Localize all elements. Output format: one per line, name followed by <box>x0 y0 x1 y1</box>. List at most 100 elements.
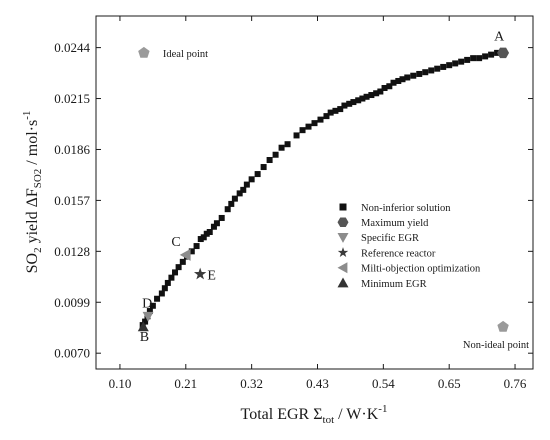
non-inferior-solution-point <box>284 141 291 148</box>
non-inferior-solution-point <box>476 55 483 62</box>
non-inferior-solution-point <box>410 72 417 79</box>
non-inferior-solution-point <box>218 214 225 221</box>
point-label-d: D <box>142 297 152 312</box>
x-tick-label: 0.21 <box>174 376 197 391</box>
non-inferior-solution-point <box>146 308 153 315</box>
non-inferior-solution-point <box>188 248 195 255</box>
specific-egr-point <box>142 311 154 322</box>
non-inferior-solution-point <box>254 171 261 178</box>
non-inferior-solution-point <box>272 151 279 158</box>
non-inferior-solution-point <box>266 157 273 164</box>
x-tick-label: 0.76 <box>504 376 527 391</box>
non-inferior-solution-point <box>243 181 250 188</box>
ideal-point-marker <box>138 46 150 58</box>
non-inferior-solution-point <box>149 302 156 309</box>
y-tick-label: 0.0186 <box>54 142 90 157</box>
x-tick-label: 0.65 <box>438 376 461 391</box>
non-inferior-solution-point <box>350 99 357 106</box>
non-inferior-solution-point <box>381 85 388 92</box>
non-inferior-solution-point <box>452 60 459 67</box>
legend-marker-minimum-egr <box>337 277 349 288</box>
non-inferior-solution-point <box>179 258 186 265</box>
x-tick-label: 0.54 <box>372 376 395 391</box>
non-inferior-solution-point <box>390 79 397 86</box>
non-inferior-solution-point <box>404 74 411 81</box>
legend-label-reference-reactor: Reference reactor <box>361 248 436 259</box>
y-axis-title: SO2 yield ΔFSO2 / mol·s-1 <box>21 111 44 274</box>
non-inferior-solution-point <box>337 106 344 113</box>
legend-marker-specific-egr <box>337 233 349 243</box>
legend-label-minimum-egr: Minimum EGR <box>361 279 427 290</box>
milti-objection-optimization-point <box>179 248 191 261</box>
non-inferior-solution-point <box>142 318 149 325</box>
non-inferior-solution-point <box>482 53 489 60</box>
point-label-b: B <box>140 330 149 345</box>
legend-label-specific-egr: Specific EGR <box>361 233 419 244</box>
annotations: Ideal point Non-ideal point A C E D B <box>138 30 529 351</box>
maximum-yield-point <box>497 47 510 59</box>
non-inferior-solution-point <box>327 109 334 116</box>
legend-marker-reference-reactor <box>337 247 349 258</box>
x-tick-label: 0.10 <box>109 376 132 391</box>
non-inferior-solution-point <box>428 67 435 74</box>
x-tick-label: 0.43 <box>306 376 329 391</box>
point-label-c: C <box>171 235 180 250</box>
legend-marker-milti-objection-optimization <box>337 262 348 274</box>
non-inferior-solution-point <box>440 63 447 70</box>
non-inferior-solution-point <box>236 190 243 197</box>
non-inferior-solution-point <box>240 186 247 193</box>
non-inferior-solution-point <box>206 229 213 236</box>
non-inferior-solution-point <box>368 92 375 99</box>
non-inferior-solution-point <box>164 279 171 286</box>
non-inferior-solution-point <box>346 100 353 107</box>
non-inferior-solution-point <box>434 65 441 72</box>
legend-label-maximum-yield: Maximum yield <box>361 218 429 229</box>
non-inferior-solution-point <box>172 269 179 276</box>
y-tick-label: 0.0099 <box>54 295 90 310</box>
legend-marker-maximum-yield <box>337 217 349 227</box>
non-inferior-solution-point <box>200 234 207 241</box>
non-inferior-solution-point <box>332 107 339 114</box>
y-tick-label: 0.0215 <box>54 91 90 106</box>
non-inferior-solution-point <box>323 113 330 120</box>
legend: Non-inferior solution Maximum yield Specif… <box>337 203 481 290</box>
non-inferior-solution-point <box>224 206 231 213</box>
non-inferior-solution-point <box>373 90 380 97</box>
non-inferior-solution-point <box>305 123 312 130</box>
non-ideal-point-marker <box>497 320 509 332</box>
ideal-point-label: Ideal point <box>163 49 208 60</box>
minimum-egr-point <box>137 321 149 332</box>
non-ideal-point-label: Non-ideal point <box>463 340 529 351</box>
non-inferior-solution-point <box>161 285 168 292</box>
non-inferior-solution-point <box>299 127 306 134</box>
non-inferior-solution-point <box>341 102 348 109</box>
y-tick-label: 0.0157 <box>54 193 90 208</box>
non-inferior-solution-point <box>168 274 175 281</box>
non-inferior-solution-point <box>228 200 235 207</box>
reference-reactor-point <box>193 267 207 280</box>
x-axis-title: Total EGR Σtot / W·K-1 <box>241 403 388 426</box>
non-inferior-solution-point <box>355 97 362 104</box>
non-inferior-solution-point <box>416 70 423 77</box>
non-inferior-solution-point <box>154 295 161 302</box>
non-inferior-solution-point <box>464 56 471 63</box>
non-inferior-solution-point <box>359 95 366 102</box>
non-inferior-solution-point <box>458 58 465 65</box>
y-tick-label: 0.0070 <box>54 346 90 361</box>
non-inferior-solution-point <box>317 116 324 123</box>
non-inferior-solution-point <box>210 223 217 230</box>
non-inferior-solution-point <box>446 62 453 69</box>
data-marks <box>137 47 510 332</box>
x-tick-label: 0.32 <box>240 376 263 391</box>
non-inferior-solution-point <box>260 164 267 171</box>
non-inferior-solution-point <box>311 120 318 127</box>
non-inferior-solution-point <box>231 195 238 202</box>
non-inferior-solution-point <box>175 264 182 271</box>
non-inferior-solution-point <box>363 93 370 100</box>
non-inferior-solution-point <box>293 132 300 139</box>
non-inferior-solution-point <box>395 77 402 84</box>
non-inferior-solution-point <box>278 144 285 151</box>
legend-marker-non-inferior-solution <box>339 203 347 211</box>
non-inferior-solution-point <box>248 176 255 183</box>
